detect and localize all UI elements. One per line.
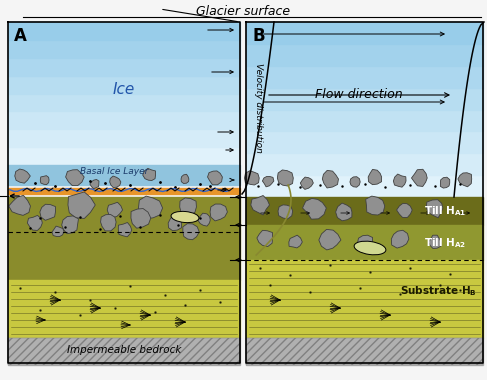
- Polygon shape: [336, 203, 352, 221]
- Bar: [8, 338, 240, 365]
- Bar: [246, 338, 483, 365]
- Polygon shape: [368, 169, 382, 185]
- Text: Velocity distribution: Velocity distribution: [254, 63, 262, 153]
- Polygon shape: [183, 224, 199, 240]
- Bar: [246, 338, 483, 365]
- Bar: [8, 197, 240, 280]
- Polygon shape: [90, 179, 99, 188]
- Bar: [246, 260, 483, 338]
- Bar: [246, 88, 483, 109]
- Bar: [8, 338, 240, 365]
- Polygon shape: [412, 169, 427, 187]
- Polygon shape: [52, 226, 64, 237]
- Text: Basal Ice Layer: Basal Ice Layer: [80, 167, 149, 176]
- Polygon shape: [244, 171, 259, 185]
- Polygon shape: [300, 177, 313, 189]
- Bar: [246, 44, 483, 66]
- Polygon shape: [210, 204, 227, 221]
- Polygon shape: [319, 230, 341, 250]
- Polygon shape: [40, 176, 49, 185]
- Polygon shape: [366, 196, 385, 215]
- Polygon shape: [257, 230, 273, 247]
- Bar: [8, 58, 240, 76]
- Bar: [8, 147, 240, 165]
- Polygon shape: [393, 174, 406, 187]
- Polygon shape: [350, 177, 360, 187]
- Bar: [246, 109, 483, 131]
- Bar: [246, 153, 483, 175]
- Polygon shape: [262, 176, 274, 187]
- Bar: [8, 188, 240, 194]
- Polygon shape: [198, 213, 210, 226]
- Polygon shape: [458, 173, 472, 187]
- Polygon shape: [68, 192, 95, 218]
- Polygon shape: [278, 170, 293, 186]
- Polygon shape: [251, 196, 269, 215]
- Bar: [246, 225, 483, 260]
- Polygon shape: [131, 209, 151, 228]
- Bar: [8, 111, 240, 129]
- Polygon shape: [143, 168, 155, 180]
- Bar: [8, 40, 240, 58]
- Text: A: A: [14, 27, 27, 45]
- Text: Flow direction: Flow direction: [315, 89, 403, 101]
- Polygon shape: [440, 177, 450, 188]
- Polygon shape: [62, 216, 78, 234]
- Bar: [246, 197, 483, 225]
- Bar: [8, 93, 240, 111]
- Polygon shape: [15, 169, 30, 183]
- Polygon shape: [392, 230, 409, 248]
- Polygon shape: [429, 235, 441, 249]
- Polygon shape: [107, 202, 123, 218]
- Polygon shape: [118, 223, 132, 237]
- Bar: [8, 165, 240, 185]
- Polygon shape: [181, 174, 189, 184]
- Text: Glacier surface: Glacier surface: [196, 5, 290, 18]
- Bar: [246, 131, 483, 153]
- Text: Substrate H$_{\mathregular{B}}$: Substrate H$_{\mathregular{B}}$: [399, 284, 476, 298]
- Bar: [246, 175, 483, 197]
- Bar: [246, 66, 483, 88]
- Text: Ice: Ice: [113, 81, 135, 97]
- Polygon shape: [322, 170, 338, 188]
- Bar: [8, 129, 240, 147]
- Polygon shape: [426, 200, 443, 218]
- Polygon shape: [396, 203, 412, 217]
- Polygon shape: [180, 198, 196, 216]
- Polygon shape: [302, 198, 326, 219]
- Text: B: B: [252, 27, 264, 45]
- Text: Till H$_{\mathregular{A2}}$: Till H$_{\mathregular{A2}}$: [424, 236, 466, 250]
- Polygon shape: [66, 170, 84, 185]
- Polygon shape: [100, 214, 116, 231]
- Polygon shape: [138, 196, 163, 219]
- Bar: [246, 22, 483, 44]
- Polygon shape: [9, 195, 31, 215]
- Text: Impermeable bedrock: Impermeable bedrock: [67, 345, 181, 355]
- Polygon shape: [27, 215, 42, 230]
- Bar: [8, 22, 240, 40]
- Polygon shape: [357, 235, 373, 251]
- Polygon shape: [207, 171, 223, 185]
- Ellipse shape: [354, 241, 386, 255]
- Polygon shape: [278, 205, 293, 219]
- Polygon shape: [110, 176, 121, 188]
- Polygon shape: [289, 235, 302, 248]
- Polygon shape: [168, 215, 182, 231]
- Text: Till H$_{\mathregular{A1}}$: Till H$_{\mathregular{A1}}$: [424, 204, 466, 218]
- Bar: [8, 76, 240, 93]
- Polygon shape: [40, 204, 56, 220]
- Bar: [8, 280, 240, 338]
- Ellipse shape: [171, 211, 199, 223]
